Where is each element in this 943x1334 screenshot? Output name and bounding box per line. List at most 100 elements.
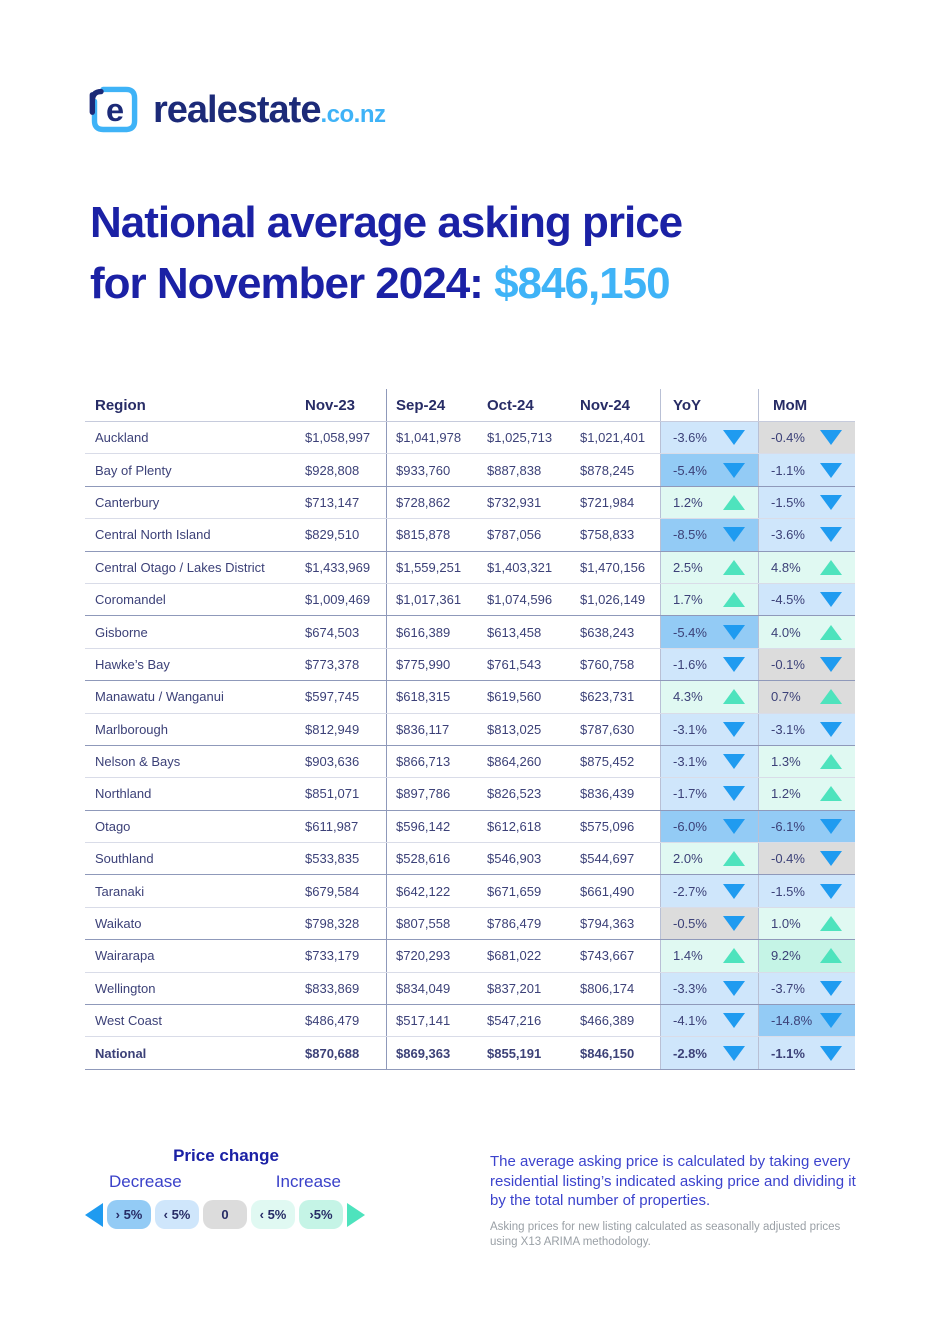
- oct24-cell: $855,191: [487, 1045, 542, 1061]
- percent-value: 1.0%: [771, 916, 801, 932]
- percent-value: -1.1%: [771, 462, 805, 478]
- nov24-cell: $836,439: [580, 786, 635, 802]
- table-row: West Coast $486,479 $517,141 $547,216 $4…: [85, 1005, 855, 1038]
- nov24-cell: $878,245: [580, 462, 635, 478]
- header-sep24: Sep-24: [386, 389, 487, 421]
- percent-value: -6.1%: [771, 818, 805, 834]
- table-row: Northland $851,071 $897,786 $826,523 $83…: [85, 778, 855, 811]
- triangle-down-icon: [723, 980, 745, 996]
- nov23-cell: $486,479: [305, 1013, 360, 1029]
- region-cell: Nelson & Bays: [95, 754, 181, 770]
- price-change-legend: Price change Decrease Increase › 5% ‹ 5%…: [85, 1146, 367, 1229]
- triangle-down-icon: [820, 721, 842, 737]
- triangle-up-icon: [723, 494, 745, 510]
- region-cell: Southland: [95, 851, 154, 867]
- table-row: Marlborough $812,949 $836,117 $813,025 $…: [85, 713, 855, 746]
- nov23-cell: $1,009,469: [305, 592, 371, 608]
- mom-cell: 1.0%: [758, 907, 855, 940]
- triangle-down-icon: [723, 656, 745, 672]
- percent-value: -1.5%: [771, 883, 805, 899]
- sep24-cell: $596,142: [386, 810, 487, 843]
- table-row: Hawke’s Bay $773,378 $775,990 $761,543 $…: [85, 648, 855, 682]
- nov23-cell: $870,688: [305, 1045, 360, 1061]
- percent-value: -5.4%: [673, 462, 707, 478]
- triangle-down-icon: [820, 656, 842, 672]
- percent-value: 1.2%: [771, 786, 801, 802]
- table-row: Wellington $833,869 $834,049 $837,201 $8…: [85, 972, 855, 1006]
- mom-cell: -1.1%: [758, 1037, 855, 1069]
- mom-cell: 1.3%: [758, 745, 855, 778]
- sep24-cell: $815,878: [386, 519, 487, 551]
- triangle-down-icon: [820, 980, 842, 996]
- percent-value: -6.0%: [673, 818, 707, 834]
- triangle-up-icon: [723, 689, 745, 705]
- nov24-cell: $758,833: [580, 527, 635, 543]
- realestate-logo-icon: e: [89, 86, 138, 133]
- table-row: National $870,688 $869,363 $855,191 $846…: [85, 1037, 855, 1070]
- table-row: Southland $533,835 $528,616 $546,903 $54…: [85, 843, 855, 876]
- nov24-cell: $743,667: [580, 948, 635, 964]
- page-title: National average asking price for Novemb…: [90, 192, 870, 314]
- mom-cell: -1.5%: [758, 875, 855, 907]
- table-row: Coromandel $1,009,469 $1,017,361 $1,074,…: [85, 583, 855, 617]
- region-cell: Taranaki: [95, 883, 145, 899]
- table-row: Gisborne $674,503 $616,389 $613,458 $638…: [85, 616, 855, 649]
- triangle-up-icon: [820, 948, 842, 964]
- triangle-up-icon: [723, 592, 745, 608]
- methodology-note: The average asking price is calculated b…: [490, 1153, 856, 1209]
- mom-cell: -1.1%: [758, 454, 855, 486]
- triangle-down-icon: [723, 1013, 745, 1029]
- percent-value: 1.2%: [673, 494, 703, 510]
- sep24-cell: $528,616: [386, 843, 487, 875]
- sep24-cell: $897,786: [386, 778, 487, 810]
- sep24-cell: $517,141: [386, 1005, 487, 1037]
- triangle-up-icon: [820, 689, 842, 705]
- region-cell: Bay of Plenty: [95, 462, 172, 478]
- triangle-up-icon: [820, 916, 842, 932]
- triangle-down-icon: [820, 462, 842, 478]
- percent-value: -4.5%: [771, 592, 805, 608]
- percent-value: -1.1%: [771, 1045, 805, 1061]
- triangle-down-icon: [723, 786, 745, 802]
- sep24-cell: $933,760: [386, 454, 487, 486]
- region-cell: Northland: [95, 786, 152, 802]
- table-row: Central Otago / Lakes District $1,433,96…: [85, 551, 855, 584]
- oct24-cell: $681,022: [487, 948, 542, 964]
- percent-value: -3.6%: [771, 527, 805, 543]
- triangle-down-icon: [820, 494, 842, 510]
- legend-decrease-label: Decrease: [109, 1172, 182, 1191]
- percent-value: 4.0%: [771, 624, 801, 640]
- nov23-cell: $533,835: [305, 851, 360, 867]
- triangle-down-icon: [820, 1013, 842, 1029]
- yoy-cell: -0.5%: [660, 907, 758, 940]
- region-cell: National: [95, 1045, 147, 1061]
- sep24-cell: $866,713: [386, 745, 487, 778]
- nov24-cell: $544,697: [580, 851, 635, 867]
- sep24-cell: $834,049: [386, 972, 487, 1005]
- title-line1: National average asking price: [90, 198, 683, 247]
- oct24-cell: $1,074,596: [487, 592, 553, 608]
- yoy-cell: -4.1%: [660, 1005, 758, 1037]
- oct24-cell: $761,543: [487, 656, 542, 672]
- percent-value: -0.4%: [771, 430, 805, 446]
- brand-text: realestate: [153, 88, 321, 131]
- oct24-cell: $787,056: [487, 527, 542, 543]
- triangle-down-icon: [723, 1045, 745, 1061]
- yoy-cell: 1.2%: [660, 486, 758, 519]
- yoy-cell: 2.5%: [660, 551, 758, 583]
- asking-price-table: Region Nov-23 Sep-24 Oct-24 Nov-24 YoY M…: [85, 389, 855, 1070]
- legend-pill: › 5%: [107, 1200, 151, 1229]
- yoy-cell: -3.1%: [660, 745, 758, 778]
- triangle-down-icon: [820, 527, 842, 543]
- yoy-cell: -5.4%: [660, 616, 758, 648]
- nov23-cell: $679,584: [305, 883, 360, 899]
- percent-value: 4.8%: [771, 559, 801, 575]
- triangle-down-icon: [820, 430, 842, 446]
- nov23-cell: $812,949: [305, 721, 360, 737]
- nov24-cell: $1,470,156: [580, 559, 646, 575]
- table-row: Nelson & Bays $903,636 $866,713 $864,260…: [85, 745, 855, 779]
- region-cell: Hawke’s Bay: [95, 656, 170, 672]
- table-row: Wairarapa $733,179 $720,293 $681,022 $74…: [85, 940, 855, 973]
- percent-value: 4.3%: [673, 689, 703, 705]
- oct24-cell: $887,838: [487, 462, 542, 478]
